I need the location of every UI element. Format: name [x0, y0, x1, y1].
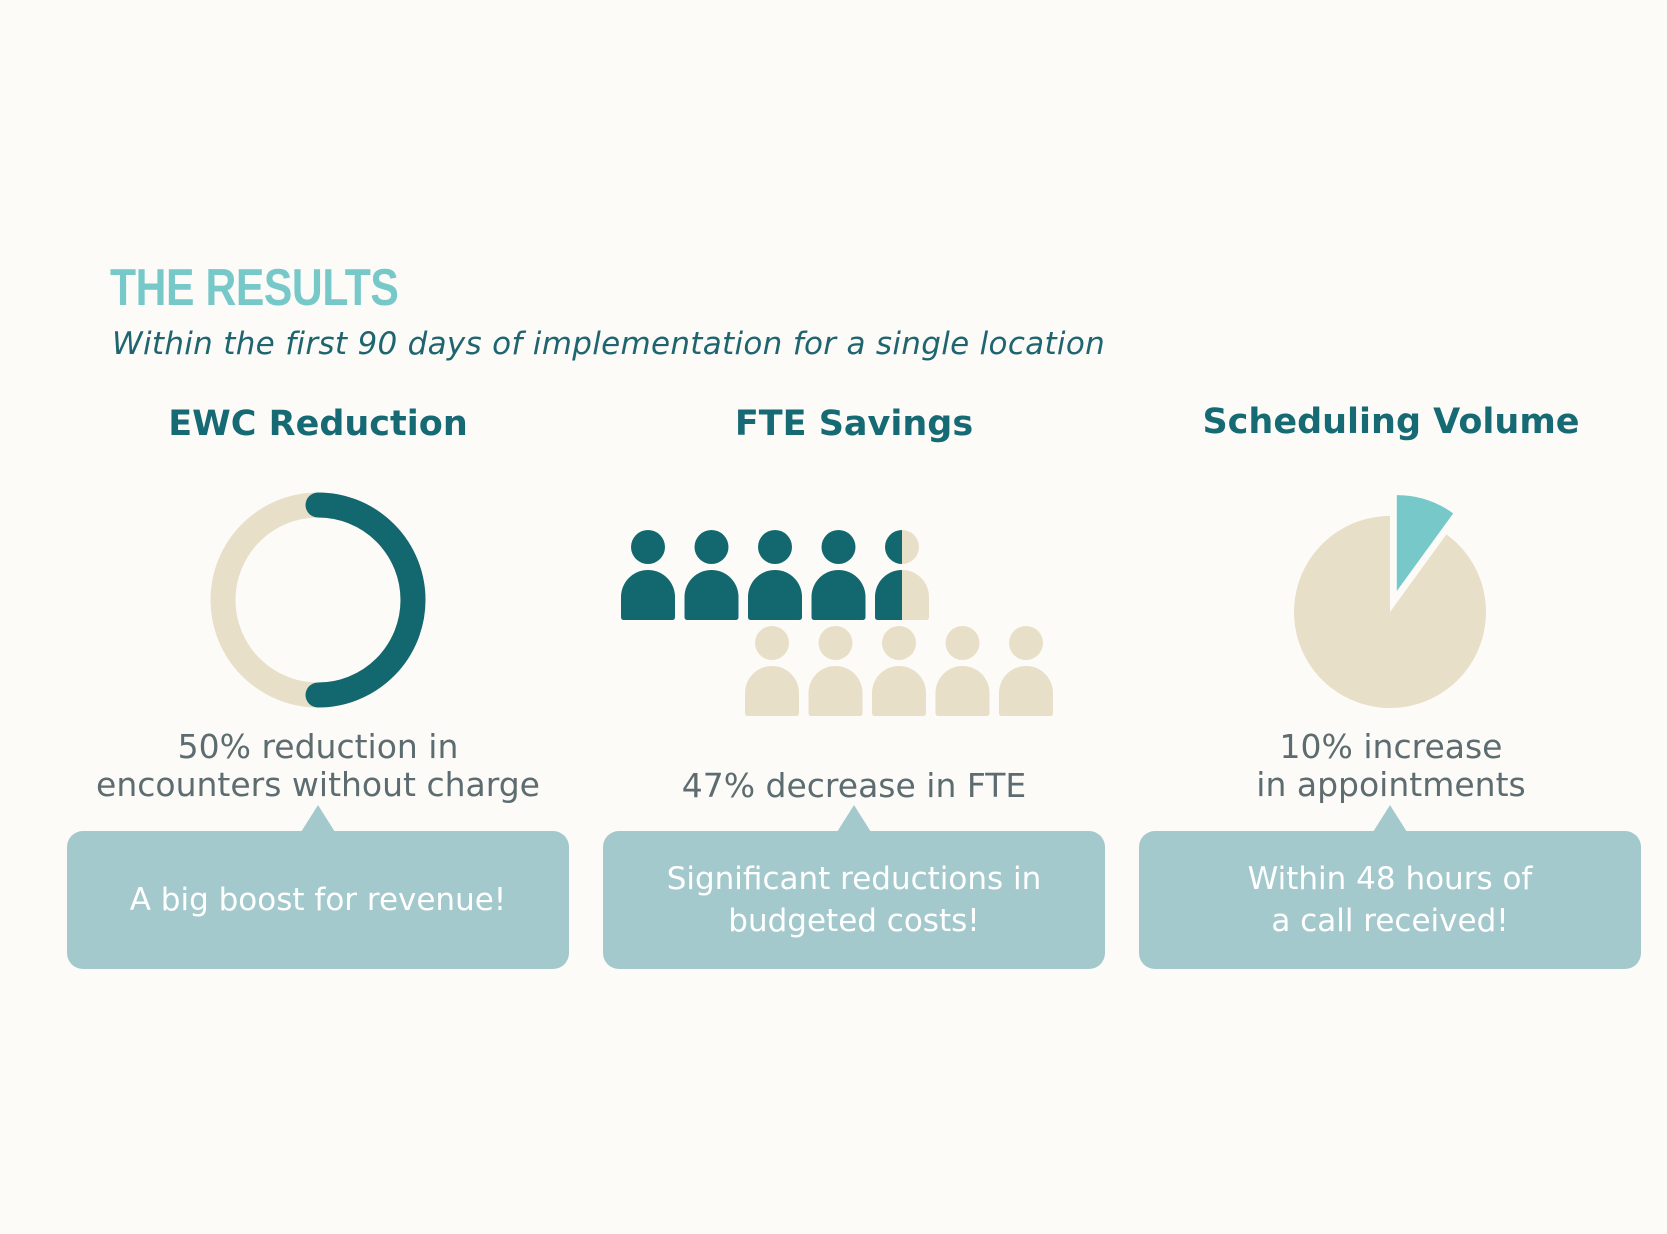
person-icon	[621, 530, 675, 620]
scheduling-volume-stat: 10% increase in appointments	[1256, 727, 1526, 804]
ewc-callout-bubble: A big boost for revenue!	[67, 805, 569, 969]
ewc-reduction-title: EWC Reduction	[168, 404, 468, 444]
page-subtitle: Within the first 90 days of implementati…	[112, 326, 1106, 362]
person-icon	[872, 626, 926, 716]
donut-progress-arc	[305, 492, 426, 708]
person-icon	[748, 530, 802, 620]
person-icon	[875, 530, 929, 620]
bubble-pointer	[301, 805, 335, 832]
pie-highlight-slice	[1396, 495, 1454, 592]
fte-savings-title: FTE Savings	[734, 404, 974, 444]
ewc-reduction-stat: 50% reduction in encounters without char…	[96, 727, 540, 804]
pie-chart-icon	[1294, 495, 1487, 708]
person-icon	[935, 626, 990, 716]
bubble-pointer	[837, 805, 871, 832]
ewc-callout-text: A big boost for revenue!	[129, 882, 507, 918]
page-title: THE RESULTS	[110, 259, 399, 317]
person-icon	[999, 626, 1053, 716]
fte-callout-bubble: Significant reductions in budgeted costs…	[603, 805, 1105, 969]
scheduling-callout-text: Within 48 hours of a call received!	[1247, 861, 1533, 939]
people-icon	[621, 530, 1053, 716]
donut-chart-icon	[210, 492, 426, 708]
pie-remainder-slice	[1294, 516, 1487, 708]
person-icon	[808, 626, 863, 716]
person-icon	[684, 530, 739, 620]
person-icon	[745, 626, 799, 716]
scheduling-volume-title: Scheduling Volume	[1202, 402, 1580, 442]
fte-callout-text: Significant reductions in budgeted costs…	[666, 861, 1042, 939]
bubble-pointer	[1373, 805, 1407, 832]
fte-savings-stat: 47% decrease in FTE	[681, 766, 1027, 805]
scheduling-callout-bubble: Within 48 hours of a call received!	[1139, 805, 1641, 969]
person-icon	[811, 530, 866, 620]
